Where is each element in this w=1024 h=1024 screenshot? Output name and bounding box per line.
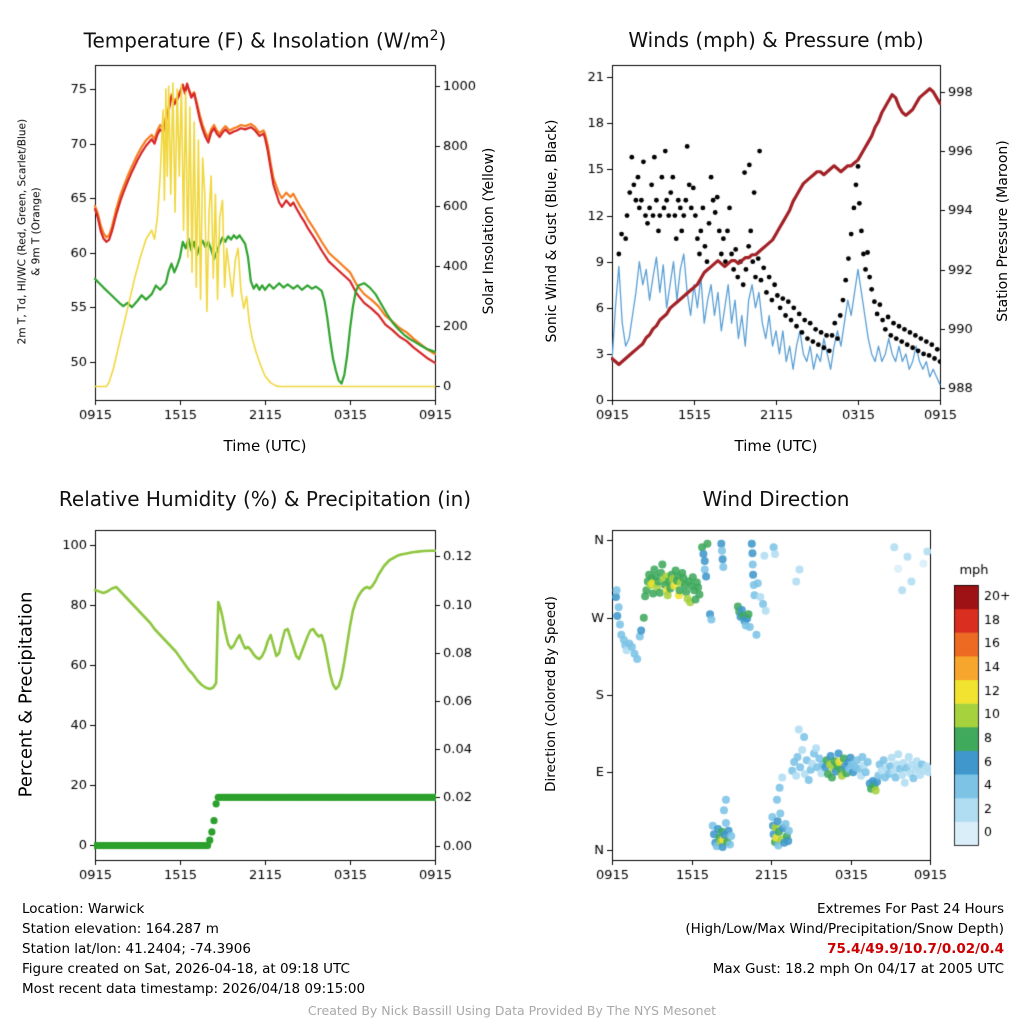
wind-direction-chart-title: Wind Direction xyxy=(702,487,850,511)
winds-chart-title: Winds (mph) & Pressure (mb) xyxy=(628,28,924,52)
data-timestamp: Most recent data timestamp: 2026/04/18 0… xyxy=(22,981,366,997)
temperature-y-axis-label: 2m T, Td, HI/WC (Red, Green, Scarlet/Blu… xyxy=(16,118,42,345)
extremes-values: 75.4/49.9/10.7/0.02/0.4 xyxy=(827,941,1004,957)
credit-line: Created By Nick Bassill Using Data Provi… xyxy=(307,1003,717,1018)
humidity-precipitation-chart xyxy=(0,478,512,898)
station-info: Location: Warwick Station elevation: 164… xyxy=(22,899,365,999)
wind-gust-y-axis-label: Sonic Wind & Gust (Blue, Black) xyxy=(544,119,560,343)
extremes-heading: Extremes For Past 24 Hours xyxy=(817,901,1004,917)
panel-humidity: Relative Humidity (%) & Precipitation (i… xyxy=(0,478,512,898)
temperature-x-axis-label: Time (UTC) xyxy=(223,437,307,455)
temperature-title-superscript: 2 xyxy=(429,28,439,44)
max-gust: Max Gust: 18.2 mph On 04/17 at 2005 UTC xyxy=(712,961,1004,977)
panel-temperature: Temperature (F) & Insolation (W/m2) 2m T… xyxy=(0,0,512,470)
pressure-y-axis-label: Station Pressure (Maroon) xyxy=(995,140,1011,322)
winds-x-axis-label: Time (UTC) xyxy=(734,437,818,455)
extremes-subheading: (High/Low/Max Wind/Precipitation/Snow De… xyxy=(685,921,1004,937)
temperature-title-text: Temperature (F) & Insolation (W/m xyxy=(83,28,430,53)
winds-pressure-chart xyxy=(512,0,1024,470)
extremes-summary: Extremes For Past 24 Hours (High/Low/Max… xyxy=(685,899,1004,979)
station-location: Location: Warwick xyxy=(22,901,145,917)
temperature-title-close: ) xyxy=(438,28,447,53)
panel-winds: Winds (mph) & Pressure (mb) Sonic Wind &… xyxy=(512,0,1024,470)
humidity-chart-title: Relative Humidity (%) & Precipitation (i… xyxy=(58,487,472,511)
wind-direction-chart xyxy=(512,478,1024,898)
temperature-insolation-chart xyxy=(0,0,512,470)
wind-direction-y-axis-label: Direction (Colored By Speed) xyxy=(543,596,559,792)
figure-created: Figure created on Sat, 2026-04-18, at 09… xyxy=(22,961,350,977)
station-elevation: Station elevation: 164.287 m xyxy=(22,921,219,937)
panel-wind-direction: Wind Direction Direction (Colored By Spe… xyxy=(512,478,1024,898)
humidity-y-axis-label: Percent & Precipitation xyxy=(15,591,37,798)
insolation-y-axis-label: Solar Insolation (Yellow) xyxy=(481,147,497,315)
temperature-chart-title: Temperature (F) & Insolation (W/m2) xyxy=(84,28,447,53)
station-latlon: Station lat/lon: 41.2404; -74.3906 xyxy=(22,941,251,957)
